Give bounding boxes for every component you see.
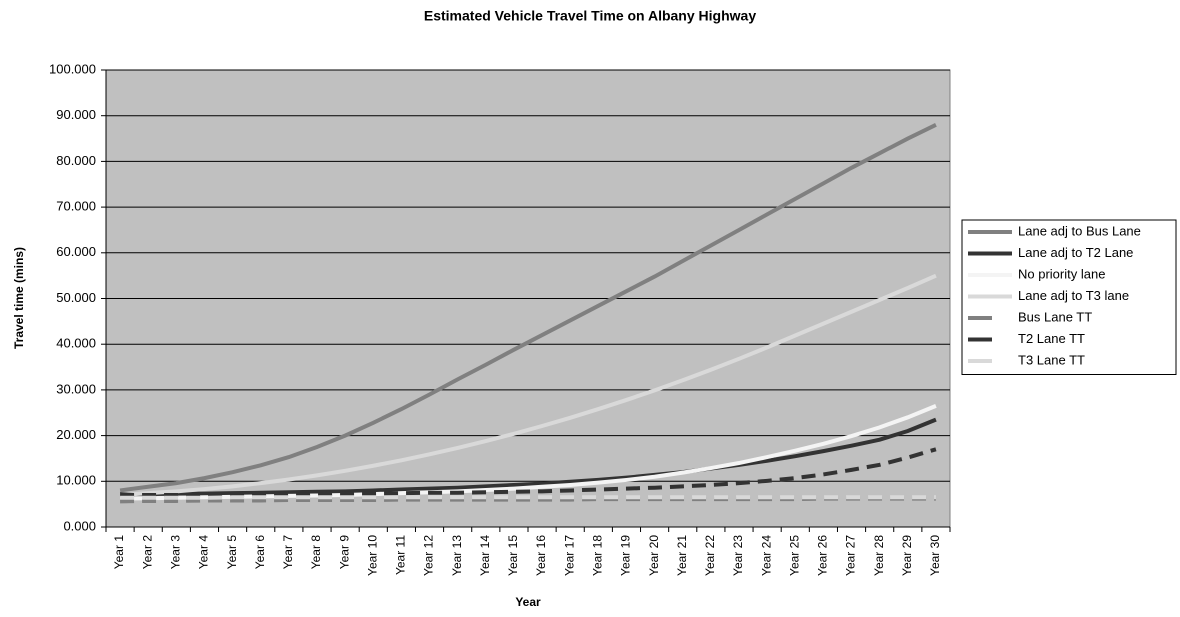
x-tick-label: Year 13: [450, 535, 464, 576]
legend-label: T2 Lane TT: [1018, 331, 1085, 346]
x-tick-label: Year 30: [928, 535, 942, 576]
x-tick-label: Year 7: [281, 535, 295, 570]
x-tick-label: Year 19: [619, 535, 633, 576]
x-tick-label: Year 11: [394, 535, 408, 575]
x-axis-label: Year: [515, 595, 541, 609]
legend-label: Lane adj to T3 lane: [1018, 288, 1129, 303]
x-tick-label: Year 2: [140, 535, 154, 570]
x-tick-label: Year 14: [478, 535, 492, 576]
x-tick-label: Year 27: [844, 535, 858, 576]
legend-label: Lane adj to T2 Lane: [1018, 245, 1133, 260]
x-tick-label: Year 25: [787, 535, 801, 576]
x-tick-label: Year 20: [647, 535, 661, 576]
x-tick-label: Year 15: [506, 535, 520, 576]
x-tick-label: Year 4: [197, 535, 211, 570]
x-tick-label: Year 10: [365, 535, 379, 576]
x-tick-label: Year 3: [169, 535, 183, 570]
x-tick-label: Year 6: [253, 535, 267, 570]
x-tick-label: Year 9: [337, 535, 351, 570]
y-tick-label: 20.000: [56, 427, 96, 442]
y-tick-label: 90.000: [56, 107, 96, 122]
legend-label: Bus Lane TT: [1018, 309, 1092, 324]
y-tick-label: 100.000: [49, 61, 96, 76]
y-tick-label: 30.000: [56, 381, 96, 396]
x-tick-label: Year 12: [422, 535, 436, 576]
chart-title: Estimated Vehicle Travel Time on Albany …: [424, 8, 756, 24]
y-tick-label: 60.000: [56, 244, 96, 259]
y-tick-label: 80.000: [56, 153, 96, 168]
x-tick-label: Year 21: [675, 535, 689, 576]
x-tick-label: Year 18: [591, 535, 605, 576]
x-tick-label: Year 8: [309, 535, 323, 570]
x-tick-label: Year 22: [703, 535, 717, 576]
x-tick-label: Year 16: [534, 535, 548, 576]
x-tick-label: Year 1: [112, 535, 126, 570]
x-tick-label: Year 28: [872, 535, 886, 576]
legend-label: No priority lane: [1018, 266, 1105, 281]
x-tick-label: Year 5: [225, 535, 239, 570]
x-tick-label: Year 23: [731, 535, 745, 576]
y-axis-label: Travel time (mins): [12, 247, 26, 349]
y-tick-label: 0.000: [63, 518, 96, 533]
y-tick-label: 50.000: [56, 290, 96, 305]
legend-label: Lane adj to Bus Lane: [1018, 223, 1141, 238]
y-tick-label: 10.000: [56, 473, 96, 488]
legend-label: T3 Lane TT: [1018, 352, 1085, 367]
x-tick-label: Year 17: [562, 535, 576, 576]
x-tick-label: Year 29: [900, 535, 914, 576]
y-tick-label: 40.000: [56, 336, 96, 351]
y-tick-label: 70.000: [56, 199, 96, 214]
x-tick-label: Year 24: [759, 535, 773, 576]
x-tick-label: Year 26: [816, 535, 830, 576]
